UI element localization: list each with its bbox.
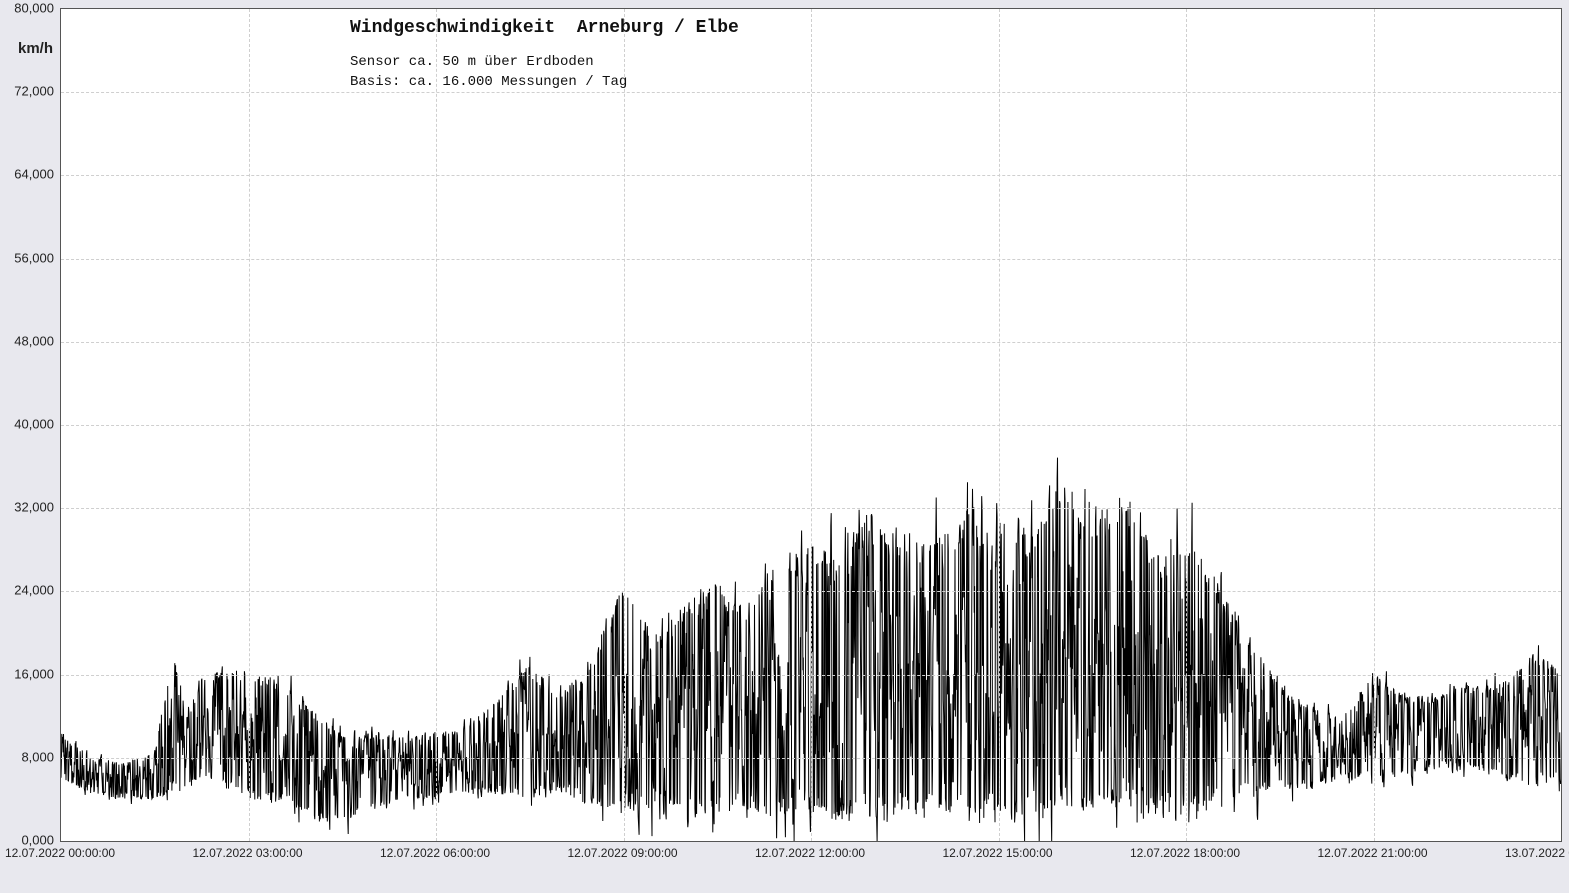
xtick-label: 13.07.2022 00:00:00 xyxy=(1505,846,1569,860)
chart-subtitle-1: Sensor ca. 50 m über Erdboden xyxy=(350,54,594,70)
vgrid-line xyxy=(436,9,437,841)
ytick-label: 72,000 xyxy=(0,84,54,99)
vgrid-line xyxy=(1374,9,1375,841)
vgrid-line xyxy=(624,9,625,841)
ytick-label: 64,000 xyxy=(0,167,54,182)
plot-area xyxy=(60,8,1562,842)
ytick-label: 48,000 xyxy=(0,333,54,348)
xtick-label: 12.07.2022 18:00:00 xyxy=(1130,846,1240,860)
ytick-label: 56,000 xyxy=(0,250,54,265)
xtick-label: 12.07.2022 03:00:00 xyxy=(192,846,302,860)
xtick-label: 12.07.2022 09:00:00 xyxy=(567,846,677,860)
chart-subtitle-2: Basis: ca. 16.000 Messungen / Tag xyxy=(350,74,627,90)
ytick-label: 16,000 xyxy=(0,666,54,681)
ytick-label: 32,000 xyxy=(0,500,54,515)
chart-page: km/h Windgeschwindigkeit Arneburg / Elbe… xyxy=(0,0,1569,893)
xtick-label: 12.07.2022 00:00:00 xyxy=(5,846,115,860)
ytick-label: 8,000 xyxy=(0,749,54,764)
xtick-label: 12.07.2022 06:00:00 xyxy=(380,846,490,860)
ytick-label: 40,000 xyxy=(0,417,54,432)
xtick-label: 12.07.2022 12:00:00 xyxy=(755,846,865,860)
chart-title: Windgeschwindigkeit Arneburg / Elbe xyxy=(350,18,739,38)
y-unit-label: km/h xyxy=(18,40,53,57)
vgrid-line xyxy=(999,9,1000,841)
xtick-label: 12.07.2022 15:00:00 xyxy=(942,846,1052,860)
ytick-label: 24,000 xyxy=(0,583,54,598)
vgrid-line xyxy=(811,9,812,841)
ytick-label: 80,000 xyxy=(0,1,54,16)
vgrid-line xyxy=(249,9,250,841)
vgrid-line xyxy=(1186,9,1187,841)
xtick-label: 12.07.2022 21:00:00 xyxy=(1317,846,1427,860)
